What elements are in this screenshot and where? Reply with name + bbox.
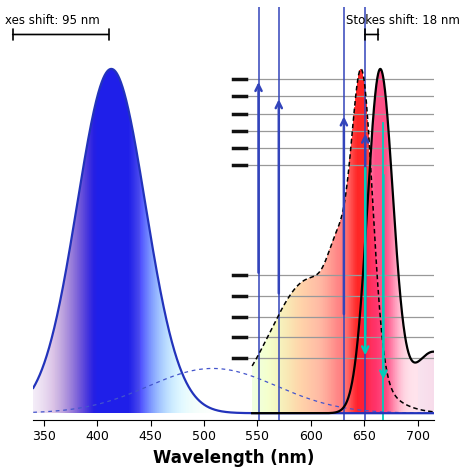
Text: Stokes shift: 18 nm: Stokes shift: 18 nm [346,14,460,27]
Text: xes shift: 95 nm: xes shift: 95 nm [5,14,100,27]
X-axis label: Wavelength (nm): Wavelength (nm) [153,449,314,467]
